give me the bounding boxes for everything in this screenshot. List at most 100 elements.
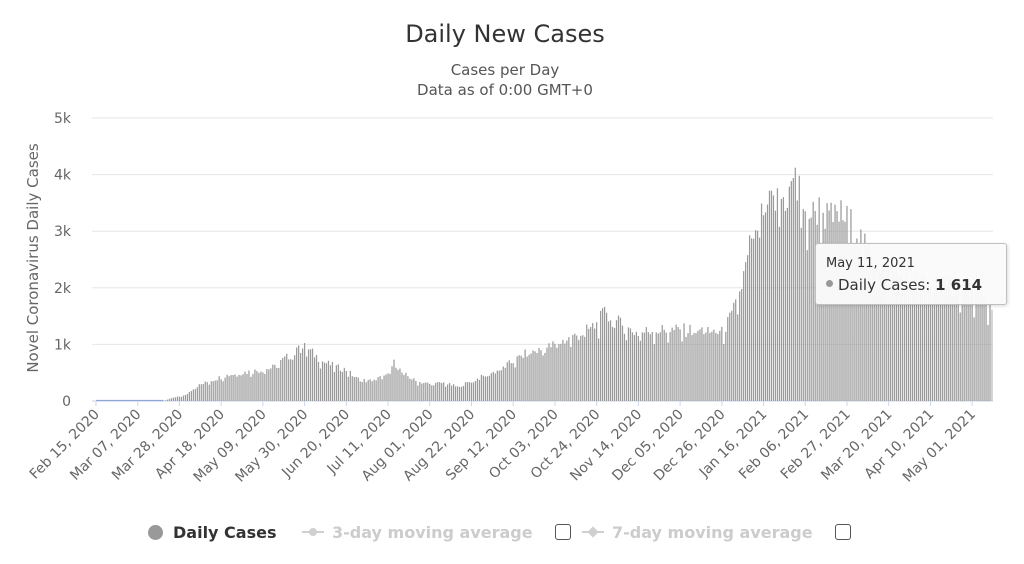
bar[interactable] — [200, 384, 202, 401]
bar[interactable] — [379, 376, 381, 401]
bar[interactable] — [850, 209, 852, 401]
bar[interactable] — [975, 288, 977, 401]
bar[interactable] — [260, 371, 262, 402]
bar[interactable] — [562, 339, 564, 401]
bar[interactable] — [844, 221, 846, 401]
bar[interactable] — [603, 306, 606, 401]
bar[interactable] — [605, 312, 608, 401]
bar[interactable] — [576, 335, 578, 401]
bar[interactable] — [458, 386, 461, 401]
bar[interactable] — [508, 360, 510, 401]
bar[interactable] — [967, 287, 969, 401]
bar[interactable] — [528, 354, 530, 401]
bar[interactable] — [433, 385, 435, 401]
bar[interactable] — [480, 374, 483, 401]
bar[interactable] — [182, 395, 185, 401]
bar[interactable] — [174, 397, 177, 401]
bar[interactable] — [796, 200, 798, 401]
bar[interactable] — [470, 382, 473, 401]
bar[interactable] — [735, 299, 737, 401]
bar[interactable] — [566, 340, 568, 401]
bar[interactable] — [425, 382, 427, 401]
bar[interactable] — [607, 321, 610, 401]
bar-series-daily-cases[interactable] — [96, 167, 993, 402]
bar[interactable] — [218, 376, 220, 401]
bar[interactable] — [794, 167, 796, 401]
bar[interactable] — [536, 352, 538, 401]
bar[interactable] — [526, 356, 528, 401]
bar[interactable] — [476, 378, 479, 401]
bar[interactable] — [892, 266, 894, 401]
bar[interactable] — [466, 382, 469, 401]
bar[interactable] — [733, 302, 735, 401]
bar[interactable] — [770, 190, 773, 401]
bar[interactable] — [768, 190, 771, 401]
bar[interactable] — [592, 323, 594, 401]
bar[interactable] — [659, 332, 661, 401]
bar[interactable] — [367, 379, 369, 401]
bar[interactable] — [556, 347, 558, 401]
bar[interactable] — [935, 277, 937, 401]
bar[interactable] — [262, 372, 264, 401]
bar[interactable] — [804, 211, 806, 401]
bar[interactable] — [663, 329, 665, 401]
bar[interactable] — [437, 382, 439, 401]
bar[interactable] — [655, 332, 657, 401]
bar[interactable] — [625, 340, 628, 401]
bar[interactable] — [337, 364, 339, 401]
bar[interactable] — [443, 382, 445, 401]
bar[interactable] — [977, 291, 979, 401]
bar[interactable] — [896, 271, 898, 401]
bar[interactable] — [645, 327, 647, 401]
bar[interactable] — [385, 374, 387, 401]
bar[interactable] — [359, 381, 361, 401]
bar[interactable] — [713, 329, 715, 401]
bar[interactable] — [341, 371, 343, 401]
bar[interactable] — [856, 238, 858, 401]
bar[interactable] — [482, 375, 485, 401]
bar[interactable] — [391, 366, 393, 401]
bar[interactable] — [588, 328, 590, 401]
bar[interactable] — [731, 310, 733, 401]
bar[interactable] — [296, 347, 298, 401]
bar[interactable] — [886, 260, 888, 401]
bar[interactable] — [377, 377, 379, 401]
bar[interactable] — [689, 324, 691, 401]
bar[interactable] — [884, 266, 886, 402]
bar[interactable] — [752, 238, 755, 401]
bar[interactable] — [435, 382, 437, 401]
bar[interactable] — [403, 375, 405, 401]
bar[interactable] — [164, 400, 167, 401]
bar[interactable] — [693, 333, 695, 401]
bar[interactable] — [464, 382, 467, 401]
bar[interactable] — [600, 310, 602, 401]
bar[interactable] — [776, 188, 779, 401]
bar[interactable] — [806, 250, 808, 401]
bar[interactable] — [423, 382, 425, 401]
bar[interactable] — [615, 320, 618, 401]
bar[interactable] — [737, 314, 739, 401]
bar[interactable] — [760, 203, 763, 401]
bar[interactable] — [983, 296, 985, 401]
bar[interactable] — [945, 288, 947, 401]
bar[interactable] — [500, 370, 502, 401]
bar[interactable] — [802, 208, 804, 401]
bar[interactable] — [661, 324, 663, 401]
bar[interactable] — [880, 273, 882, 401]
bar[interactable] — [302, 348, 304, 401]
bar[interactable] — [800, 227, 802, 401]
bar[interactable] — [957, 282, 959, 401]
bar[interactable] — [190, 391, 192, 401]
bar[interactable] — [468, 382, 471, 401]
bar[interactable] — [452, 384, 455, 401]
bar[interactable] — [705, 332, 707, 401]
bar[interactable] — [872, 265, 874, 401]
bar[interactable] — [445, 386, 447, 401]
bar[interactable] — [405, 372, 407, 401]
bar[interactable] — [862, 269, 864, 401]
bar[interactable] — [989, 303, 991, 401]
bar[interactable] — [472, 382, 475, 401]
bar[interactable] — [439, 382, 441, 401]
checkbox-3-day-average[interactable] — [555, 524, 571, 540]
bar[interactable] — [188, 391, 190, 401]
